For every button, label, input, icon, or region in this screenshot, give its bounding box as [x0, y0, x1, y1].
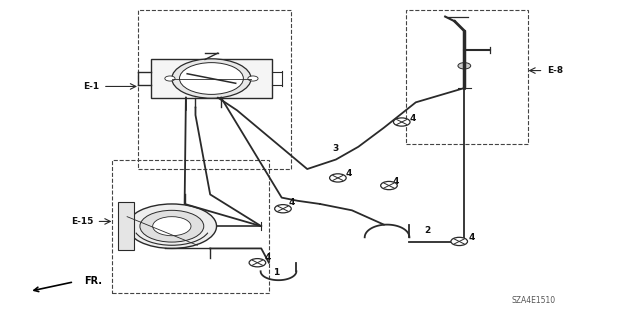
Text: 4: 4 [288, 198, 294, 207]
Text: E-8: E-8 [547, 66, 563, 75]
Text: 3: 3 [332, 144, 339, 153]
Text: E-1: E-1 [84, 82, 100, 91]
Circle shape [394, 118, 410, 126]
Circle shape [275, 204, 291, 213]
Text: 4: 4 [392, 177, 399, 186]
Circle shape [165, 76, 175, 81]
Text: FR.: FR. [84, 276, 102, 286]
FancyBboxPatch shape [118, 202, 134, 250]
Text: E-15: E-15 [71, 217, 93, 226]
FancyArrowPatch shape [34, 282, 72, 292]
Circle shape [127, 204, 216, 249]
Circle shape [458, 63, 470, 69]
Circle shape [172, 59, 251, 98]
Text: 4: 4 [346, 169, 352, 178]
Text: SZA4E1510: SZA4E1510 [512, 296, 556, 305]
Circle shape [381, 182, 397, 190]
Text: 4: 4 [410, 114, 416, 123]
FancyBboxPatch shape [151, 59, 272, 98]
Circle shape [153, 217, 191, 236]
Circle shape [179, 63, 243, 94]
Text: 4: 4 [264, 254, 271, 263]
Circle shape [451, 237, 467, 246]
Circle shape [249, 259, 266, 267]
Text: 1: 1 [273, 268, 280, 277]
Text: 2: 2 [424, 226, 431, 235]
Text: 4: 4 [469, 233, 475, 242]
Circle shape [248, 76, 258, 81]
Circle shape [330, 174, 346, 182]
Circle shape [140, 210, 204, 242]
